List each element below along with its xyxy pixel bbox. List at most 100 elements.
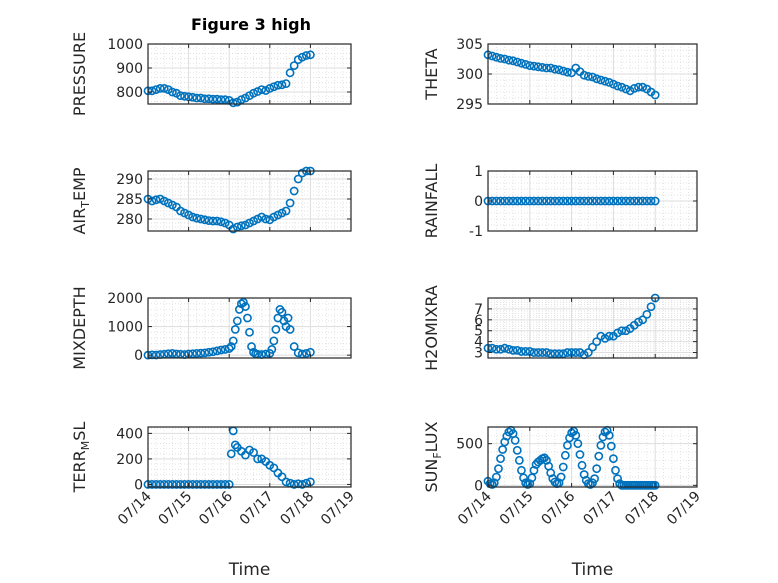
- data-point: [204, 94, 214, 104]
- data-point: [604, 430, 614, 440]
- data-point: [289, 186, 299, 196]
- y-tick-label: 0: [474, 478, 483, 494]
- data-point: [216, 217, 226, 227]
- data-point: [634, 317, 643, 327]
- data-point: [588, 196, 597, 206]
- data-point: [504, 344, 514, 354]
- data-point: [638, 196, 648, 206]
- data-point: [226, 342, 236, 351]
- data-point: [230, 325, 240, 334]
- data-point: [200, 480, 210, 489]
- y-tick-label: 2000: [107, 291, 143, 307]
- data-point: [224, 480, 234, 489]
- data-point: [592, 464, 602, 474]
- x-tick-label: 07/15: [156, 489, 196, 529]
- figure-title: Figure 3 high: [191, 15, 311, 34]
- data-point: [512, 196, 522, 206]
- data-point: [200, 94, 210, 104]
- data-point: [216, 345, 226, 355]
- data-point: [204, 347, 214, 357]
- data-point: [220, 95, 230, 105]
- data-point: [609, 79, 618, 89]
- data-point: [650, 196, 660, 206]
- x-tick-label: 07/16: [539, 488, 579, 528]
- data-point: [155, 84, 165, 93]
- data-point: [236, 95, 246, 105]
- data-point: [617, 82, 627, 92]
- data-point: [196, 214, 206, 224]
- data-point: [504, 55, 514, 65]
- y-tick-label: 200: [116, 452, 143, 468]
- data-point: [554, 196, 564, 206]
- data-point: [563, 440, 572, 450]
- data-point: [638, 315, 648, 325]
- data-point: [151, 480, 161, 489]
- data-point: [592, 196, 602, 206]
- x-tick-label: 07/15: [497, 489, 537, 529]
- x-tick-label: 07/16: [196, 488, 236, 528]
- data-point: [529, 196, 539, 206]
- data-point: [285, 198, 295, 208]
- data-point: [192, 93, 202, 103]
- data-point: [301, 51, 311, 60]
- data-point: [204, 480, 214, 489]
- data-point: [563, 348, 572, 357]
- data-point: [613, 81, 622, 91]
- data-point: [586, 480, 595, 489]
- data-point: [588, 342, 597, 352]
- data-point: [253, 454, 263, 464]
- data-point: [609, 196, 618, 206]
- data-point: [249, 448, 258, 457]
- data-point: [155, 480, 165, 489]
- data-point: [517, 347, 526, 356]
- data-point: [232, 316, 242, 326]
- data-point: [527, 473, 537, 483]
- y-axis-label: TERRMSL: [70, 422, 92, 494]
- data-point: [212, 216, 222, 226]
- data-point: [537, 348, 547, 357]
- data-point: [269, 82, 279, 92]
- data-point: [558, 462, 568, 472]
- data-point: [537, 196, 547, 206]
- data-point: [159, 480, 169, 489]
- data-point: [267, 345, 277, 354]
- data-point: [498, 445, 508, 454]
- y-tick-label: 0: [134, 348, 143, 364]
- data-point: [305, 50, 315, 60]
- data-point: [500, 54, 510, 64]
- data-point: [521, 196, 531, 206]
- data-point: [500, 343, 510, 353]
- data-point: [289, 480, 299, 489]
- data-point: [247, 342, 256, 351]
- y-tick-label: 1000: [107, 320, 143, 336]
- data-point: [491, 344, 501, 354]
- data-point: [500, 196, 510, 206]
- data-point: [512, 57, 522, 67]
- data-point: [650, 90, 660, 100]
- data-point: [281, 206, 291, 216]
- data-point: [277, 307, 287, 317]
- data-point: [542, 63, 551, 73]
- data-point: [172, 480, 181, 489]
- y-axis-label: H2OMIXRA: [422, 285, 441, 371]
- data-point: [592, 74, 602, 84]
- data-point: [571, 196, 581, 206]
- data-point: [646, 302, 656, 312]
- data-point: [546, 349, 556, 359]
- data-point: [613, 196, 622, 206]
- data-point: [167, 349, 177, 358]
- data-point: [184, 480, 193, 489]
- data-point: [271, 325, 281, 334]
- data-point: [604, 196, 614, 206]
- data-point: [563, 196, 572, 206]
- data-point: [289, 61, 299, 70]
- y-tick-label: 0: [134, 477, 143, 493]
- y-axis-label: AIRTEMP: [70, 167, 92, 234]
- data-point: [629, 84, 639, 93]
- data-point: [517, 58, 526, 68]
- panel-mixdepth: 0 1000 2000 MIXDEPTH: [70, 286, 352, 370]
- data-point: [611, 465, 620, 475]
- data-point: [208, 216, 218, 226]
- data-point: [224, 344, 234, 353]
